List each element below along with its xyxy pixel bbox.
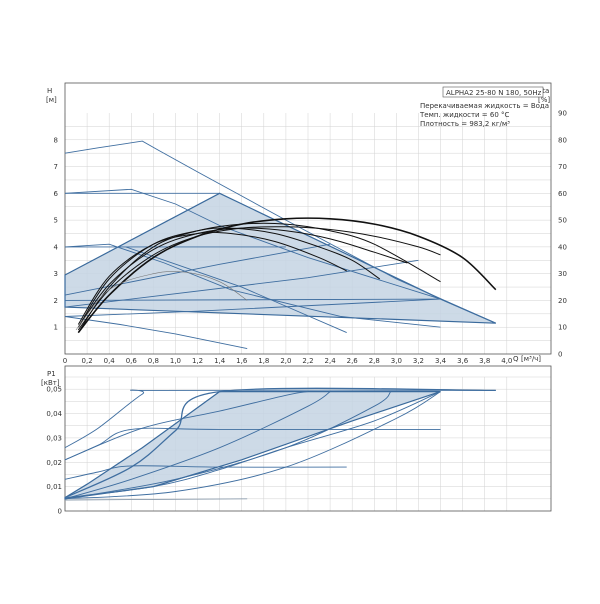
efficiency-curve	[77, 227, 408, 328]
y2-tick-label: 80	[558, 136, 567, 144]
efficiency-curve	[77, 222, 441, 333]
x-tick-label: 2,6	[347, 357, 359, 365]
x-tick-label: 1,0	[170, 357, 181, 365]
x-tick-label: 3,6	[457, 357, 469, 365]
y-tick-label: 6	[54, 190, 59, 198]
note-density: Плотность = 983,2 кг/м³	[420, 120, 510, 128]
x-tick-label: 3,8	[479, 357, 490, 365]
efficiency-curve	[77, 217, 497, 334]
x-tick-label: 1,4	[214, 357, 226, 365]
x-tick-label: 0,6	[126, 357, 138, 365]
y-tick-label: 2	[54, 297, 58, 305]
head-chart-frame	[64, 82, 552, 355]
x-tick-label: 2,8	[369, 357, 380, 365]
eta-axis-label: eta	[538, 87, 549, 95]
eta-axis-unit: [%]	[538, 96, 550, 104]
x-tick-label: 1,2	[192, 357, 203, 365]
x-tick-label: 0,8	[148, 357, 159, 365]
y2-tick-label: 50	[558, 217, 567, 225]
y-tick-label: 0,05	[46, 386, 62, 394]
y2-tick-label: 30	[558, 270, 567, 278]
head-curve	[64, 140, 496, 324]
head-axis-unit: [м]	[46, 96, 57, 104]
flow-axis-unit: [м³/ч]	[521, 355, 541, 363]
power-curve	[64, 391, 331, 500]
x-tick-label: 3,0	[391, 357, 402, 365]
head-curve	[64, 243, 331, 296]
x-tick-label: 3,2	[413, 357, 424, 365]
power-curve	[64, 391, 309, 461]
flow-axis-label: Q	[513, 355, 519, 363]
y-tick-label: 0,02	[46, 459, 62, 467]
y2-tick-label: 40	[558, 243, 567, 251]
head-curve	[64, 188, 441, 300]
y-tick-label: 3	[54, 270, 58, 278]
efficiency-curve	[77, 227, 381, 328]
head-curve	[64, 316, 248, 350]
head-curve	[64, 298, 441, 301]
x-tick-label: 2,0	[280, 357, 291, 365]
axis-labels: H [м] eta [%] Q [м³/ч] P1 [кВт]	[41, 87, 550, 387]
y-tick-label: 4	[54, 243, 59, 251]
y-tick-label: 0,03	[46, 434, 62, 442]
efficiency-curve	[75, 271, 248, 331]
y-tick-label: 0,04	[46, 410, 62, 418]
power-chart-marks	[64, 387, 496, 501]
efficiency-curve	[77, 226, 441, 331]
head-chart-marks	[64, 140, 497, 350]
head-curve	[64, 259, 419, 308]
y-tick-label: 1	[54, 324, 58, 332]
x-tick-label: 0	[63, 357, 67, 365]
y2-tick-label: 90	[558, 110, 567, 118]
y2-tick-label: 0	[558, 351, 562, 359]
power-axis-label: P1	[47, 370, 56, 378]
head-curve	[64, 298, 441, 317]
x-tick-label: 1,6	[236, 357, 248, 365]
note-liquid: Перекачиваемая жидкость = Вода	[420, 102, 549, 110]
x-tick-label: 2,4	[325, 357, 337, 365]
power-curve	[64, 498, 248, 501]
power-curve	[64, 389, 496, 449]
y-tick-label: 5	[54, 217, 58, 225]
header-box	[442, 86, 544, 98]
head-axis-label: H	[47, 87, 52, 95]
y-tick-label: 0	[58, 508, 62, 516]
x-tick-label: 4,0	[501, 357, 512, 365]
pump-model-label: ALPHA2 25-80 N 180, 50Hz	[446, 89, 542, 97]
y2-tick-label: 60	[558, 190, 567, 198]
head-curve	[64, 243, 441, 328]
power-curve	[64, 391, 441, 500]
head-curve	[125, 246, 347, 334]
y2-tick-label: 70	[558, 163, 567, 171]
x-tick-label: 3,4	[435, 357, 447, 365]
power-curve	[64, 387, 496, 499]
y-tick-label: 0,01	[46, 483, 62, 491]
power-curve	[64, 465, 347, 480]
x-tick-label: 1,8	[258, 357, 269, 365]
y2-tick-label: 20	[558, 297, 567, 305]
x-tick-label: 2,2	[302, 357, 313, 365]
note-temperature: Темп. жидкости = 60 °C	[419, 111, 510, 119]
efficiency-curve	[77, 231, 347, 325]
y2-tick-label: 10	[558, 324, 567, 332]
power-axis-unit: [кВт]	[41, 379, 60, 387]
y-tick-label: 8	[54, 136, 58, 144]
y-tick-label: 7	[54, 163, 58, 171]
power-curve	[64, 391, 441, 499]
x-tick-label: 0,2	[82, 357, 93, 365]
chart-header: ALPHA2 25-80 N 180, 50Hz Перекачиваемая …	[419, 86, 549, 128]
power-chart-frame	[64, 365, 552, 512]
x-tick-label: 0,4	[104, 357, 116, 365]
